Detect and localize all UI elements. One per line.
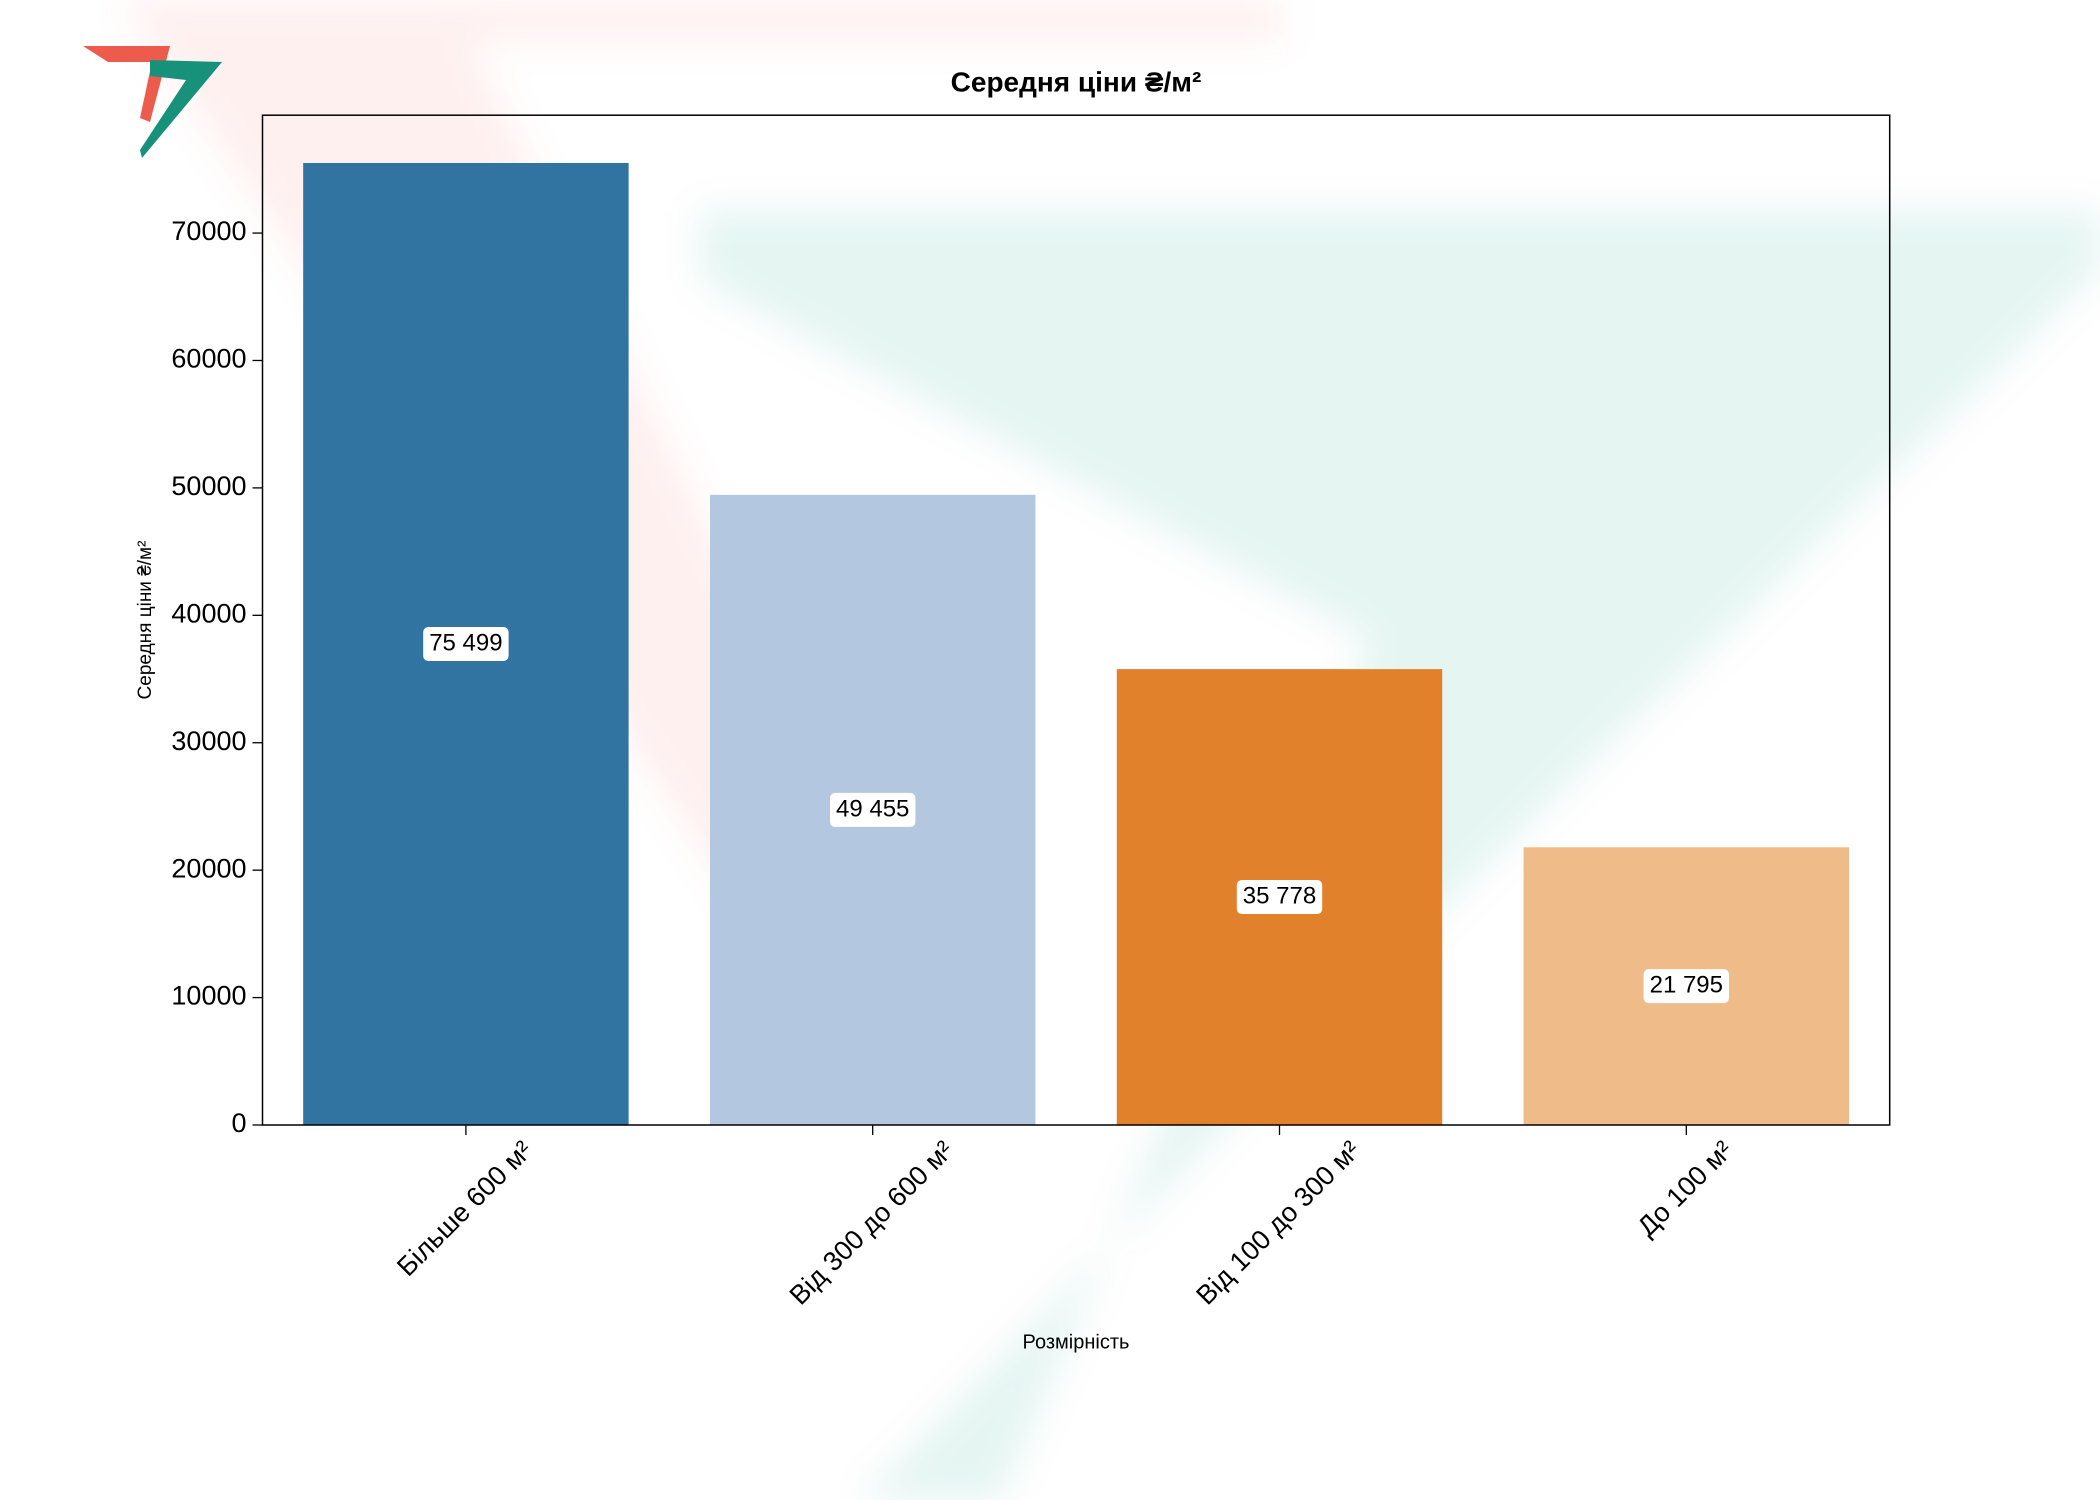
y-axis-label: Середня ціни ₴/м² — [135, 541, 156, 700]
logo — [83, 46, 222, 158]
value-label: 49 455 — [836, 795, 909, 822]
value-label-box — [1643, 969, 1730, 1004]
x-tick-label: Від 100 до 300 м² — [1190, 1135, 1366, 1311]
y-tick-label: 40000 — [171, 598, 246, 628]
y-tick-label: 30000 — [171, 726, 246, 756]
x-axis-label: Розмірність — [1023, 1331, 1130, 1353]
value-label-box — [1236, 880, 1323, 915]
x-tick-label: Більше 600 м² — [391, 1135, 538, 1282]
y-tick-label: 10000 — [171, 981, 246, 1011]
chart-title: Середня ціни ₴/м² — [951, 66, 1202, 97]
value-label-box — [829, 792, 916, 827]
y-tick-label: 70000 — [171, 216, 246, 246]
y-tick-label: 60000 — [171, 344, 246, 374]
logo-red — [83, 46, 170, 122]
x-tick-label: Від 300 до 600 м² — [784, 1135, 960, 1311]
plot-frame — [261, 114, 1891, 1126]
y-tick-label: 0 — [231, 1108, 246, 1138]
value-label: 21 795 — [1650, 971, 1723, 998]
value-label-box — [423, 626, 509, 661]
x-tick-label: До 100 м² — [1632, 1135, 1739, 1242]
y-tick-label: 20000 — [171, 853, 246, 883]
value-label: 35 778 — [1243, 882, 1316, 909]
logo-green — [140, 60, 222, 158]
watermark-red — [120, 0, 1280, 1080]
y-tick-label: 50000 — [171, 471, 246, 501]
value-label: 75 499 — [429, 629, 502, 656]
